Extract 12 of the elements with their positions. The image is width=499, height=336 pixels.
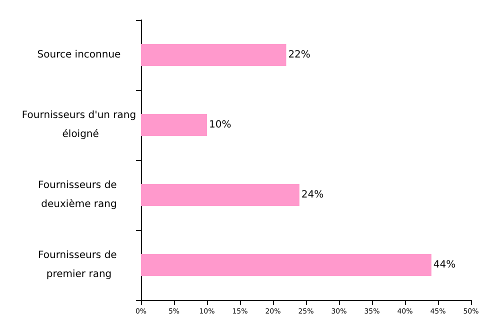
bar (141, 114, 207, 136)
data-label: 24% (301, 190, 324, 200)
bar (141, 44, 286, 66)
y-tick-label: Fournisseurs d'un rang éloigné (22, 110, 136, 140)
bar (141, 254, 432, 276)
data-label: 22% (288, 50, 310, 60)
bar (141, 184, 300, 206)
data-label: 10% (209, 120, 232, 130)
y-tick-label: Source inconnue (37, 50, 121, 60)
y-tick-label: Fournisseurs de premier rang (38, 250, 120, 280)
y-tick-label: Fournisseurs de deuxième rang (38, 180, 120, 210)
data-label: 44% (433, 260, 456, 270)
